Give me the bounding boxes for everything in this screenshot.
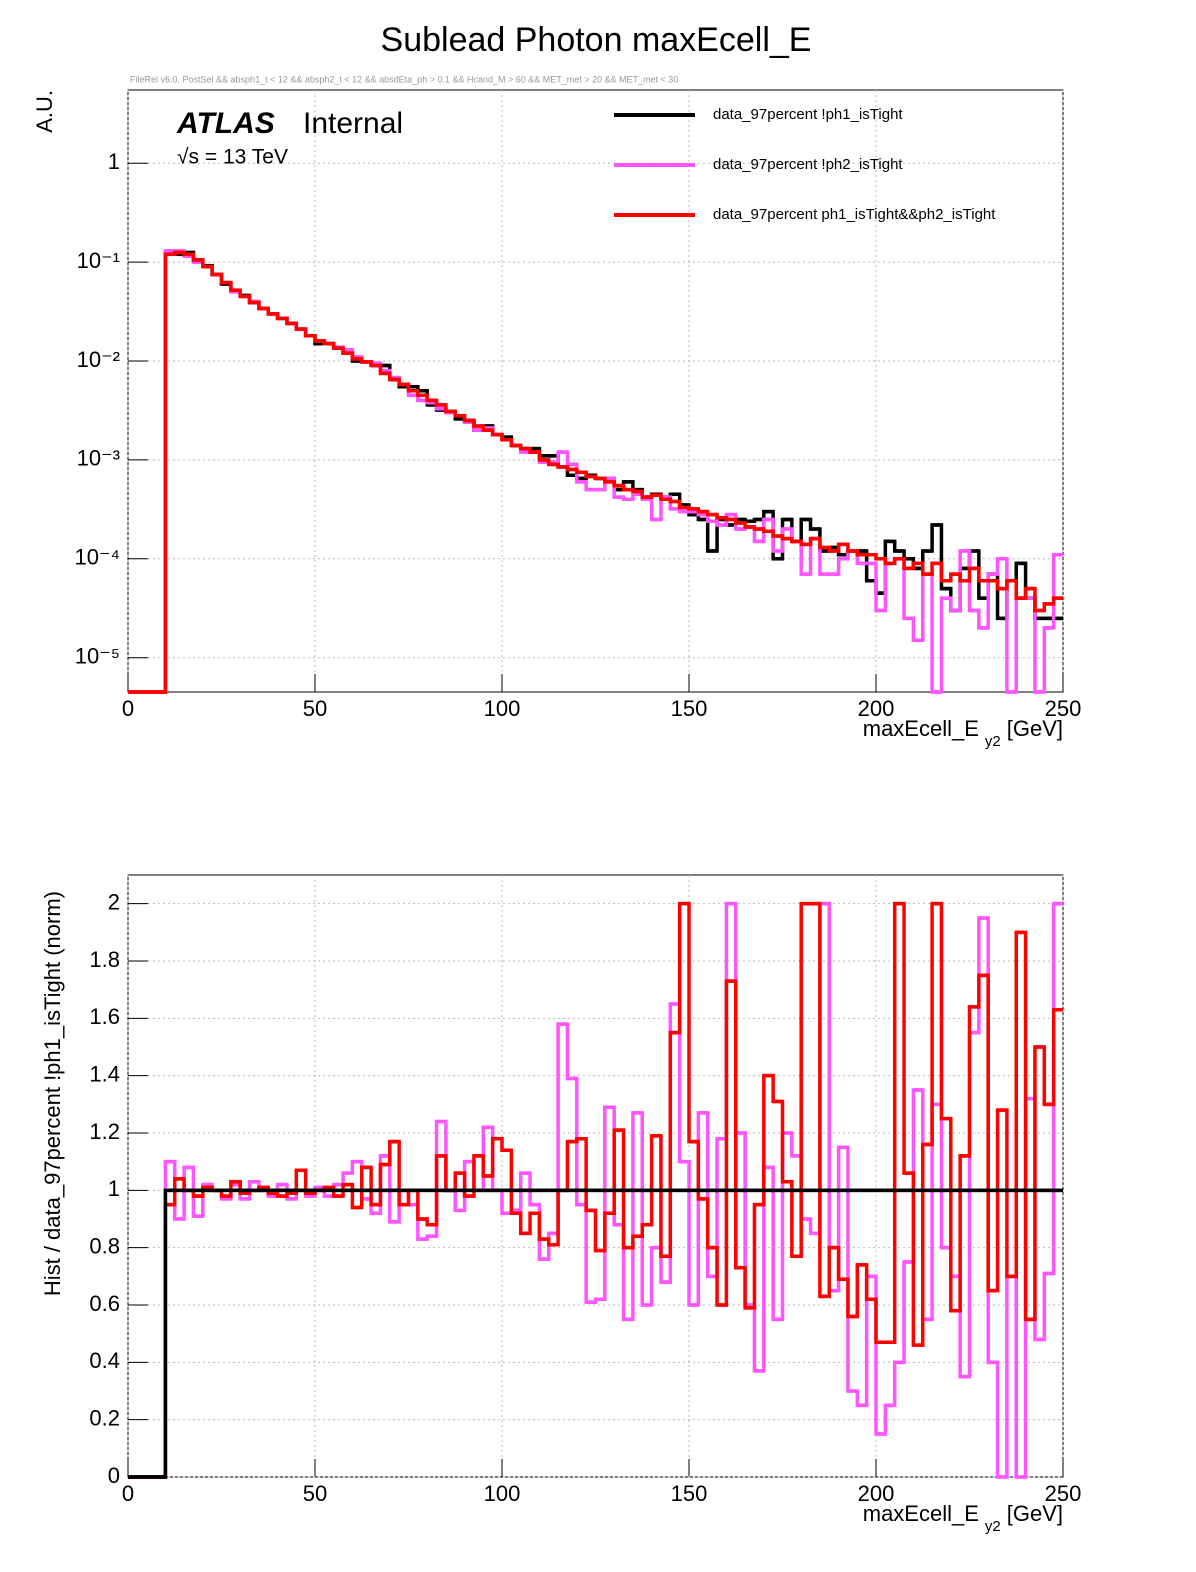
x-axis-label-sub: y2 [985,1518,1001,1535]
atlas-label: ATLAS [176,107,275,140]
x-tick-label: 100 [484,696,521,721]
selection-text: FileRel v6.0. PostSel && absph1_t < 12 &… [130,74,678,84]
x-axis-label: maxEcell_E y2 [GeV] [863,1501,1063,1535]
x-axis-label-main: maxEcell_E [863,1501,979,1526]
y-tick-label: 10⁻² [77,347,120,372]
y-tick-label: 1.6 [89,1004,120,1029]
legend-label: data_97percent !ph1_isTight [713,106,903,123]
y-tick-label: 1 [108,149,120,174]
x-axis-label-sub: y2 [985,733,1001,750]
y-tick-label: 10⁻³ [77,446,120,471]
energy-label: √s = 13 TeV [177,146,288,169]
x-axis-label-main: maxEcell_E [863,716,979,741]
y-tick-label: 1 [108,1176,120,1201]
x-axis-label: maxEcell_E y2 [GeV] [863,716,1063,750]
x-tick-label: 100 [484,1481,521,1506]
y-tick-label: 0.2 [89,1405,120,1430]
internal-label: Internal [303,107,403,140]
y-tick-label: 1.2 [89,1119,120,1144]
chart-title: Sublead Photon maxEcell_E [381,21,812,59]
y-tick-label: 10⁻⁴ [74,545,120,570]
y-tick-label: 10⁻¹ [77,248,120,273]
x-tick-label: 150 [671,696,708,721]
x-tick-label: 250 [1045,696,1082,721]
x-tick-label: 0 [122,696,134,721]
legend-label: data_97percent !ph2_isTight [713,156,903,173]
y-tick-label: 0 [108,1463,120,1488]
legend-label: data_97percent ph1_isTight&&ph2_isTight [713,206,996,223]
x-axis-label-unit: [GeV] [1007,1501,1063,1526]
y-tick-label: 10⁻⁵ [75,644,120,669]
y-axis-label: Hist / data_97percent !ph1_isTight (norm… [40,891,65,1296]
y-tick-label: 2 [108,889,120,914]
x-tick-label: 50 [303,1481,327,1506]
x-axis-label-unit: [GeV] [1007,716,1063,741]
x-tick-label: 150 [671,1481,708,1506]
y-tick-label: 0.4 [89,1348,120,1373]
y-axis-label: A.U. [32,90,57,133]
x-tick-label: 200 [858,696,895,721]
y-tick-label: 1.4 [89,1061,120,1086]
y-tick-label: 0.6 [89,1291,120,1316]
x-tick-label: 0 [122,1481,134,1506]
y-tick-label: 0.8 [89,1233,120,1258]
x-tick-label: 250 [1045,1481,1082,1506]
y-tick-label: 1.8 [89,947,120,972]
x-tick-label: 200 [858,1481,895,1506]
x-tick-label: 50 [303,696,327,721]
